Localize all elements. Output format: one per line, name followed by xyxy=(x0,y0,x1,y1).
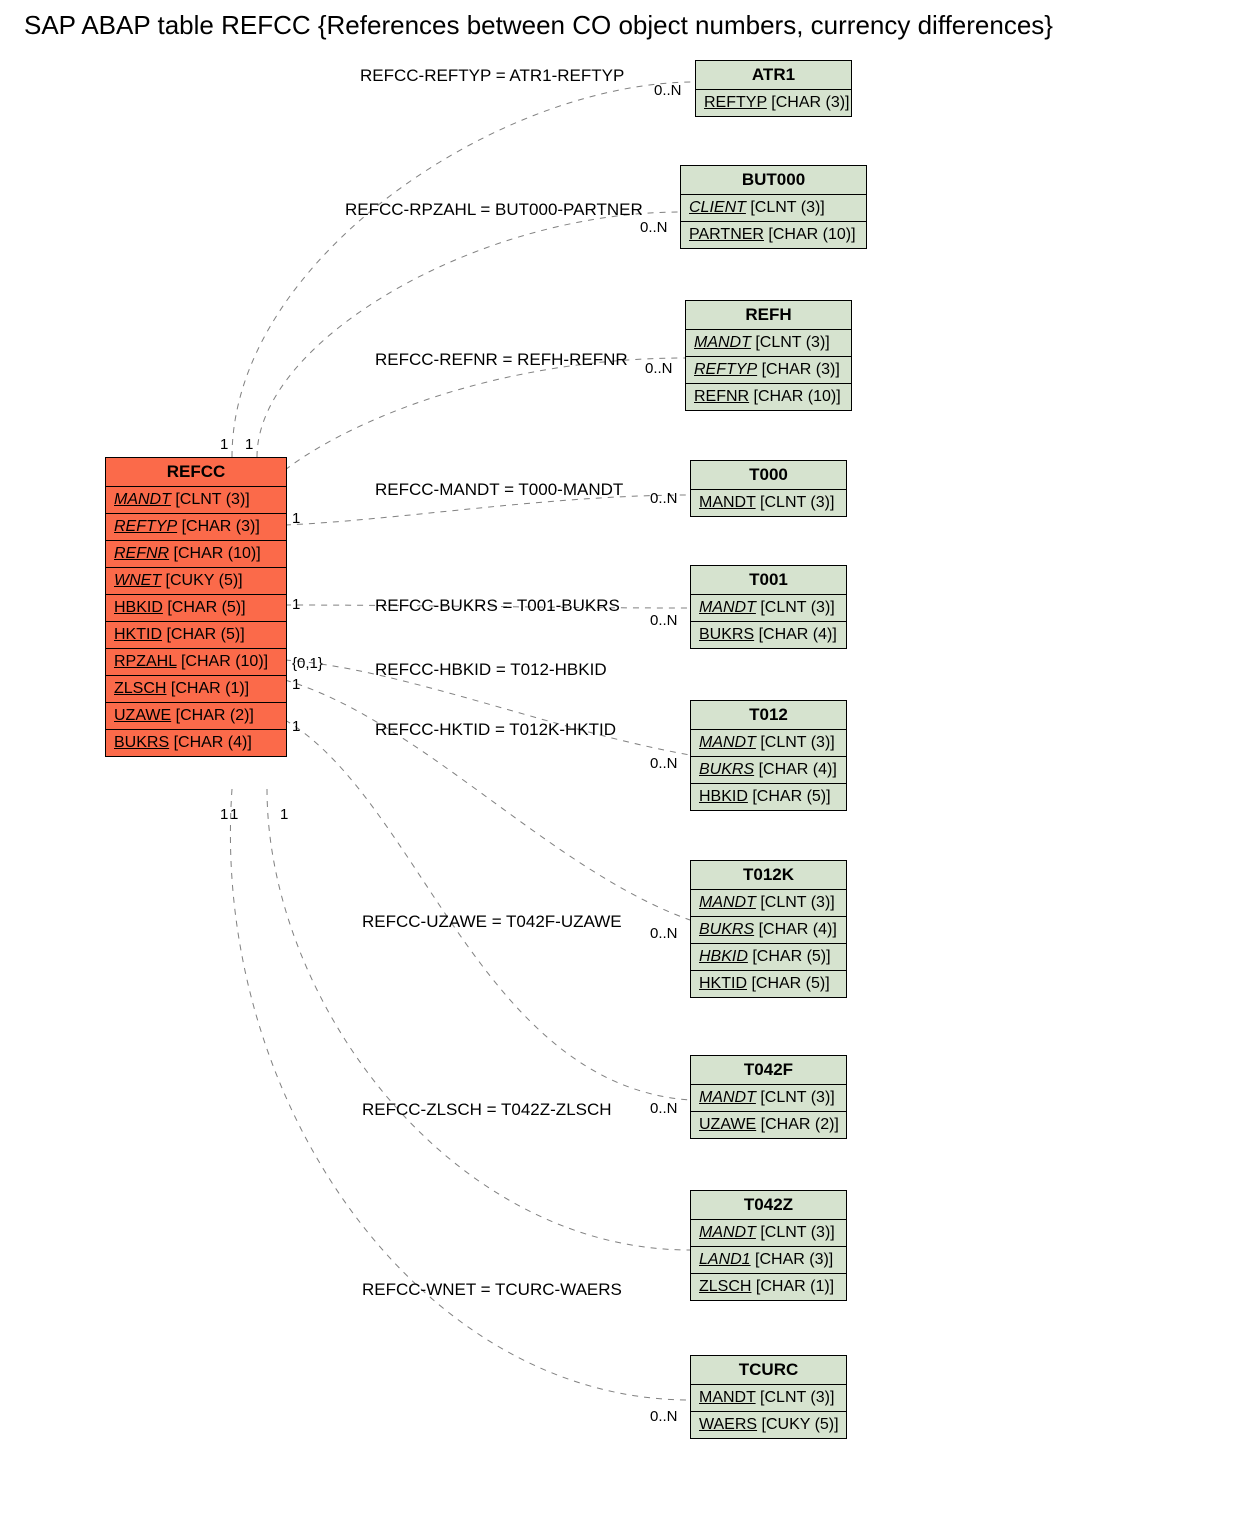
edge-label: REFCC-UZAWE = T042F-UZAWE xyxy=(362,912,622,932)
entity-t042f: T042FMANDT [CLNT (3)]UZAWE [CHAR (2)] xyxy=(690,1055,847,1139)
entity-t001: T001MANDT [CLNT (3)]BUKRS [CHAR (4)] xyxy=(690,565,847,649)
edge-label: REFCC-MANDT = T000-MANDT xyxy=(375,480,623,500)
entity-field: UZAWE [CHAR (2)] xyxy=(691,1112,846,1138)
entity-header: BUT000 xyxy=(681,166,866,195)
entity-field: MANDT [CLNT (3)] xyxy=(691,595,846,622)
cardinality-source: 1 xyxy=(220,436,228,453)
entity-t012k: T012KMANDT [CLNT (3)]BUKRS [CHAR (4)]HBK… xyxy=(690,860,847,998)
entity-header: T042F xyxy=(691,1056,846,1085)
cardinality-source: {0,1} xyxy=(292,655,323,672)
entity-field: BUKRS [CHAR (4)] xyxy=(691,622,846,648)
edge-label: REFCC-BUKRS = T001-BUKRS xyxy=(375,596,620,616)
entity-field: BUKRS [CHAR (4)] xyxy=(691,917,846,944)
entity-t000: T000MANDT [CLNT (3)] xyxy=(690,460,847,517)
entity-field: REFNR [CHAR (10)] xyxy=(686,384,851,410)
entity-header: TCURC xyxy=(691,1356,846,1385)
entity-field: UZAWE [CHAR (2)] xyxy=(106,703,286,730)
cardinality-source: 1 xyxy=(220,806,228,823)
entity-header: T042Z xyxy=(691,1191,846,1220)
cardinality-target: 0..N xyxy=(654,82,682,99)
entity-field: REFNR [CHAR (10)] xyxy=(106,541,286,568)
cardinality-source: 1 xyxy=(230,806,238,823)
entity-field: MANDT [CLNT (3)] xyxy=(691,890,846,917)
entity-field: LAND1 [CHAR (3)] xyxy=(691,1247,846,1274)
entity-refh: REFHMANDT [CLNT (3)]REFTYP [CHAR (3)]REF… xyxy=(685,300,852,411)
entity-header: ATR1 xyxy=(696,61,851,90)
entity-field: MANDT [CLNT (3)] xyxy=(691,490,846,516)
edge-label: REFCC-ZLSCH = T042Z-ZLSCH xyxy=(362,1100,612,1120)
entity-t042z: T042ZMANDT [CLNT (3)]LAND1 [CHAR (3)]ZLS… xyxy=(690,1190,847,1301)
entity-field: HBKID [CHAR (5)] xyxy=(691,784,846,810)
entity-field: PARTNER [CHAR (10)] xyxy=(681,222,866,248)
entity-field: HBKID [CHAR (5)] xyxy=(691,944,846,971)
edge-label: REFCC-RPZAHL = BUT000-PARTNER xyxy=(345,200,643,220)
cardinality-target: 0..N xyxy=(650,755,678,772)
cardinality-source: 1 xyxy=(292,718,300,735)
entity-atr1: ATR1REFTYP [CHAR (3)] xyxy=(695,60,852,117)
edge-label: REFCC-HBKID = T012-HBKID xyxy=(375,660,607,680)
cardinality-target: 0..N xyxy=(650,490,678,507)
cardinality-target: 0..N xyxy=(650,612,678,629)
entity-field: HBKID [CHAR (5)] xyxy=(106,595,286,622)
edge-label: REFCC-REFTYP = ATR1-REFTYP xyxy=(360,66,624,86)
entity-field: WNET [CUKY (5)] xyxy=(106,568,286,595)
entity-field: RPZAHL [CHAR (10)] xyxy=(106,649,286,676)
entity-field: MANDT [CLNT (3)] xyxy=(691,1220,846,1247)
entity-header: REFH xyxy=(686,301,851,330)
entity-field: CLIENT [CLNT (3)] xyxy=(681,195,866,222)
entity-refcc: REFCCMANDT [CLNT (3)]REFTYP [CHAR (3)]RE… xyxy=(105,457,287,757)
entity-field: BUKRS [CHAR (4)] xyxy=(691,757,846,784)
entity-field: REFTYP [CHAR (3)] xyxy=(696,90,851,116)
entity-field: MANDT [CLNT (3)] xyxy=(691,730,846,757)
entity-header: REFCC xyxy=(106,458,286,487)
cardinality-target: 0..N xyxy=(650,1100,678,1117)
cardinality-target: 0..N xyxy=(645,360,673,377)
entity-field: ZLSCH [CHAR (1)] xyxy=(691,1274,846,1300)
entity-field: REFTYP [CHAR (3)] xyxy=(686,357,851,384)
entity-field: ZLSCH [CHAR (1)] xyxy=(106,676,286,703)
cardinality-source: 1 xyxy=(292,596,300,613)
edge-label: REFCC-REFNR = REFH-REFNR xyxy=(375,350,628,370)
edge-label: REFCC-WNET = TCURC-WAERS xyxy=(362,1280,622,1300)
entity-field: REFTYP [CHAR (3)] xyxy=(106,514,286,541)
cardinality-target: 0..N xyxy=(650,1408,678,1425)
entity-tcurc: TCURCMANDT [CLNT (3)]WAERS [CUKY (5)] xyxy=(690,1355,847,1439)
entity-header: T012K xyxy=(691,861,846,890)
cardinality-source: 1 xyxy=(292,676,300,693)
entity-field: WAERS [CUKY (5)] xyxy=(691,1412,846,1438)
entity-field: BUKRS [CHAR (4)] xyxy=(106,730,286,756)
cardinality-source: 1 xyxy=(280,806,288,823)
diagram-title: SAP ABAP table REFCC {References between… xyxy=(24,10,1053,41)
entity-but000: BUT000CLIENT [CLNT (3)]PARTNER [CHAR (10… xyxy=(680,165,867,249)
entity-field: MANDT [CLNT (3)] xyxy=(691,1085,846,1112)
cardinality-target: 0..N xyxy=(640,219,668,236)
cardinality-source: 1 xyxy=(292,510,300,527)
diagram-canvas: SAP ABAP table REFCC {References between… xyxy=(0,0,1239,1518)
entity-field: MANDT [CLNT (3)] xyxy=(691,1385,846,1412)
entity-field: HKTID [CHAR (5)] xyxy=(106,622,286,649)
entity-header: T001 xyxy=(691,566,846,595)
entity-field: MANDT [CLNT (3)] xyxy=(686,330,851,357)
edge-label: REFCC-HKTID = T012K-HKTID xyxy=(375,720,616,740)
entity-field: HKTID [CHAR (5)] xyxy=(691,971,846,997)
entity-t012: T012MANDT [CLNT (3)]BUKRS [CHAR (4)]HBKI… xyxy=(690,700,847,811)
entity-field: MANDT [CLNT (3)] xyxy=(106,487,286,514)
entity-header: T012 xyxy=(691,701,846,730)
entity-header: T000 xyxy=(691,461,846,490)
cardinality-source: 1 xyxy=(245,436,253,453)
cardinality-target: 0..N xyxy=(650,925,678,942)
